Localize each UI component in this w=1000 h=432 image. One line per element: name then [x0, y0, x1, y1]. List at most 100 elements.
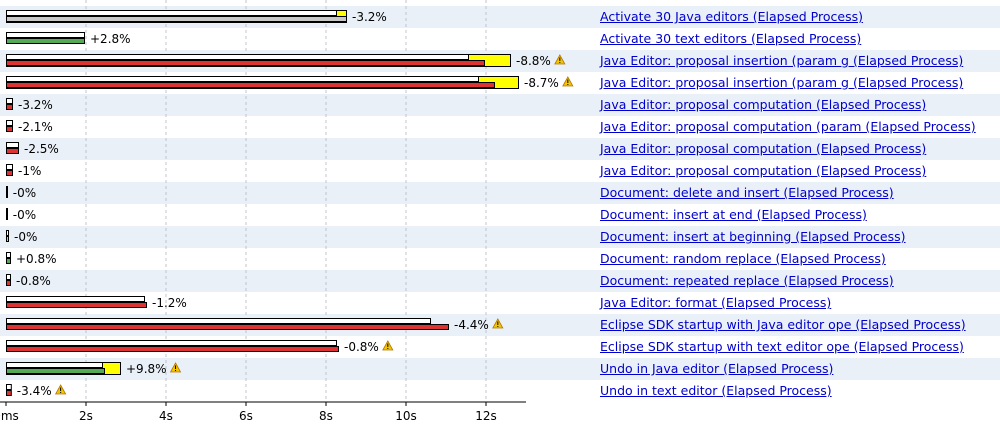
- baseline-bar: [6, 252, 11, 258]
- percent-label: -0.8%: [344, 340, 379, 354]
- scenario-row: Undo in text editor (Elapsed Process): [600, 380, 832, 402]
- current-bar: [6, 16, 347, 22]
- baseline-bar: [6, 10, 337, 16]
- percent-label: -3.4%: [17, 384, 52, 398]
- percent-label: -3.2%: [352, 10, 387, 24]
- scenario-link[interactable]: Document: random replace (Elapsed Proces…: [600, 251, 886, 266]
- baseline-bar: [6, 384, 12, 390]
- scenario-row: Java Editor: proposal insertion (param g…: [600, 50, 963, 72]
- scenario-row: Undo in Java editor (Elapsed Process): [600, 358, 833, 380]
- scenario-link[interactable]: Java Editor: proposal computation (Elaps…: [600, 141, 927, 156]
- baseline-bar: [6, 340, 337, 346]
- current-bar: [6, 302, 147, 308]
- baseline-bar: [6, 98, 13, 104]
- percent-label: -3.2%: [18, 98, 53, 112]
- baseline-bar: [6, 76, 479, 82]
- warning-mark: [567, 79, 569, 83]
- warning-dot: [60, 392, 62, 393]
- x-tick-label: 12s: [475, 409, 497, 423]
- percent-label: +2.8%: [90, 32, 131, 46]
- percent-label: -8.8%: [516, 54, 551, 68]
- scenario-row: Java Editor: format (Elapsed Process): [600, 292, 831, 314]
- warning-dot: [387, 348, 389, 349]
- warning-dot: [567, 84, 569, 85]
- baseline-bar: [6, 120, 13, 126]
- x-tick-label: 2s: [79, 409, 93, 423]
- percent-label: -0%: [14, 230, 37, 244]
- percent-label: -2.5%: [24, 142, 59, 156]
- current-bar: [6, 170, 13, 176]
- scenario-link[interactable]: Activate 30 Java editors (Elapsed Proces…: [600, 9, 863, 24]
- current-bar: [6, 324, 449, 330]
- warning-dot: [175, 370, 177, 371]
- row-stripe: [0, 138, 1000, 160]
- warning-dot: [497, 326, 499, 327]
- row-stripes: [0, 6, 1000, 380]
- scenario-row: Document: insert at beginning (Elapsed P…: [600, 226, 906, 248]
- current-bar: [6, 148, 19, 154]
- scenario-link[interactable]: Java Editor: proposal insertion (param g…: [600, 53, 964, 68]
- percent-label: -0.8%: [16, 274, 51, 288]
- scenario-link[interactable]: Eclipse SDK startup with text editor ope…: [600, 339, 964, 354]
- warning-dot: [559, 62, 561, 63]
- percent-label: -2.1%: [18, 120, 53, 134]
- scenario-link[interactable]: Document: repeated replace (Elapsed Proc…: [600, 273, 894, 288]
- baseline-bar: [6, 142, 19, 148]
- current-bar: [6, 104, 13, 110]
- scenario-link[interactable]: Java Editor: proposal computation (param…: [600, 119, 976, 134]
- warning-mark: [175, 365, 177, 369]
- current-bar: [6, 390, 12, 396]
- x-axis: 0ms 2s 4s 6s 8s 10s 12s: [0, 401, 526, 423]
- current-bar: [6, 192, 8, 198]
- current-bar: [6, 258, 11, 264]
- x-tick-label: 8s: [319, 409, 333, 423]
- scenario-row: Activate 30 text editors (Elapsed Proces…: [600, 28, 861, 50]
- scenario-link[interactable]: Undo in text editor (Elapsed Process): [600, 383, 832, 398]
- row-stripe: [0, 270, 1000, 292]
- baseline-bar: [6, 32, 85, 38]
- warning-icon: [382, 340, 394, 351]
- percent-label: -0%: [13, 208, 36, 222]
- bars-layer: -3.2% +2.8% -8.8% -8.7% -3.2% -2.1% -2.5% -1% -0…: [6, 10, 574, 398]
- row-stripe: [0, 182, 1000, 204]
- scenario-link[interactable]: Eclipse SDK startup with Java editor ope…: [600, 317, 966, 332]
- scenario-row: Document: random replace (Elapsed Proces…: [600, 248, 886, 270]
- current-bar: [6, 214, 8, 220]
- scenario-link[interactable]: Java Editor: proposal computation (Elaps…: [600, 97, 927, 112]
- warning-icon: [169, 362, 182, 373]
- x-tick-label: 10s: [395, 409, 417, 423]
- scenario-link[interactable]: Document: insert at beginning (Elapsed P…: [600, 229, 906, 244]
- scenario-row: Java Editor: proposal insertion (param g…: [600, 72, 963, 94]
- scenario-link[interactable]: Activate 30 text editors (Elapsed Proces…: [600, 31, 862, 46]
- scenario-row: Activate 30 Java editors (Elapsed Proces…: [600, 6, 863, 28]
- scenario-link[interactable]: Document: insert at end (Elapsed Process…: [600, 207, 867, 222]
- row-stripe: [0, 358, 1000, 380]
- scenario-link[interactable]: Undo in Java editor (Elapsed Process): [600, 361, 834, 376]
- scenario-row: Eclipse SDK startup with Java editor ope…: [600, 314, 966, 336]
- warning-icon: [554, 54, 566, 65]
- scenario-link[interactable]: Document: delete and insert (Elapsed Pro…: [600, 185, 894, 200]
- scenario-row: Java Editor: proposal computation (Elaps…: [600, 138, 926, 160]
- percent-label: -4.4%: [454, 318, 489, 332]
- scenario-link[interactable]: Java Editor: proposal computation (Elaps…: [600, 163, 927, 178]
- warning-mark: [60, 387, 62, 391]
- baseline-bar: [6, 318, 431, 324]
- scenario-link[interactable]: Java Editor: proposal insertion (param g…: [600, 75, 964, 90]
- percent-label: -8.7%: [524, 76, 559, 90]
- baseline-bar: [6, 54, 469, 60]
- warning-mark: [497, 321, 499, 325]
- warning-icon: [54, 384, 67, 395]
- baseline-bar: [6, 296, 145, 302]
- current-bar: [6, 38, 85, 44]
- current-bar: [6, 236, 9, 242]
- row-stripe: [0, 94, 1000, 116]
- scenario-link[interactable]: Java Editor: format (Elapsed Process): [600, 295, 832, 310]
- row-stripe: [0, 226, 1000, 248]
- current-bar: [6, 60, 485, 66]
- scenario-row: Java Editor: proposal computation (param…: [600, 116, 976, 138]
- current-bar: [6, 368, 105, 374]
- warning-mark: [559, 57, 561, 61]
- percent-label: +9.8%: [126, 362, 167, 376]
- baseline-bar: [6, 208, 8, 214]
